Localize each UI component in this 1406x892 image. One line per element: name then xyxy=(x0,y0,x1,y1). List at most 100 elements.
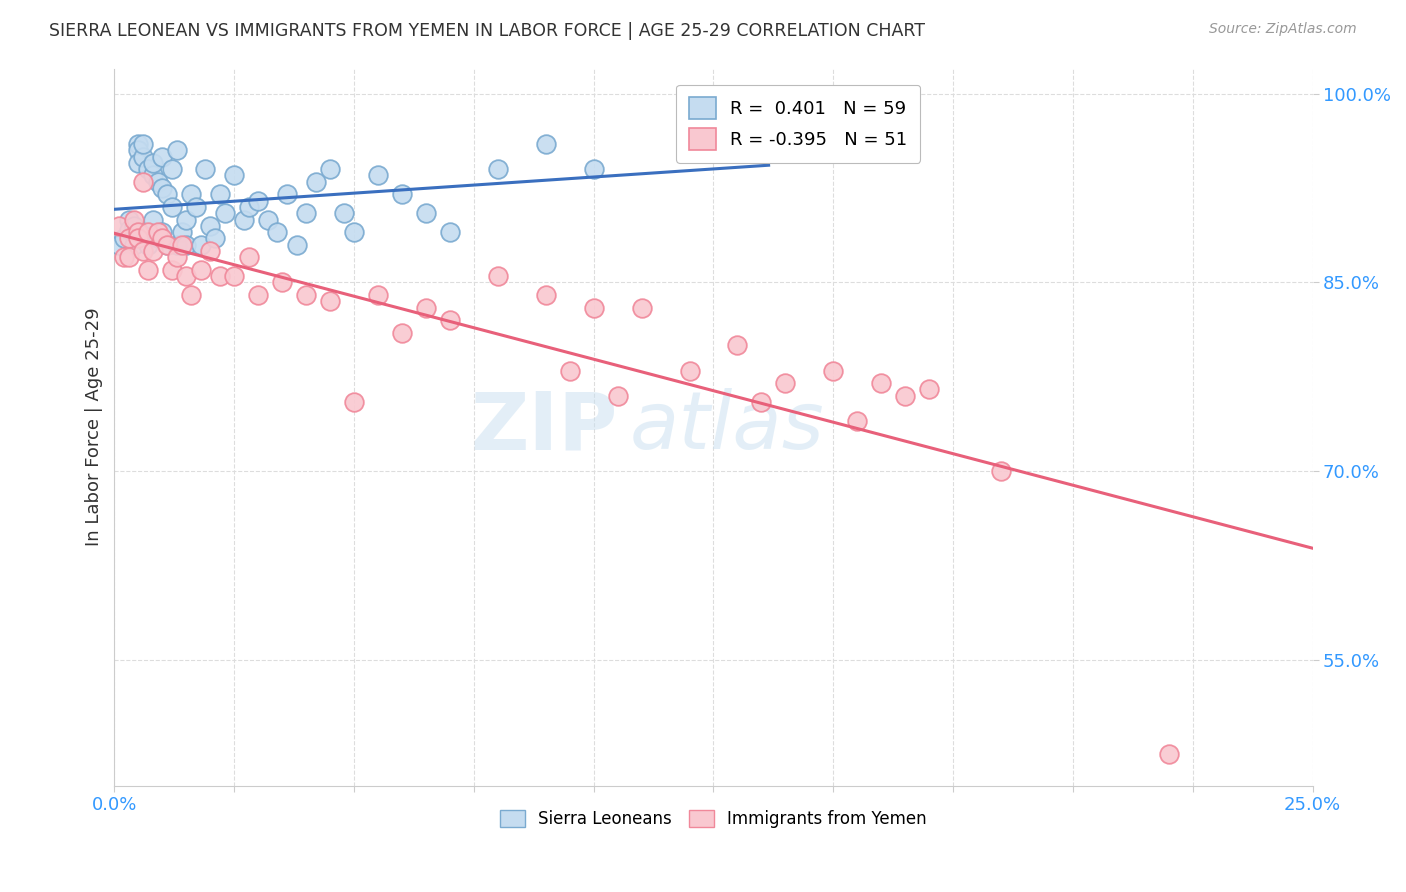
Point xyxy=(190,237,212,252)
Point xyxy=(214,206,236,220)
Point xyxy=(343,395,366,409)
Point xyxy=(295,206,318,220)
Point xyxy=(184,200,207,214)
Point xyxy=(276,187,298,202)
Point xyxy=(160,200,183,214)
Point xyxy=(127,144,149,158)
Point xyxy=(146,231,169,245)
Point xyxy=(132,150,155,164)
Point xyxy=(391,187,413,202)
Point xyxy=(194,162,217,177)
Point xyxy=(112,250,135,264)
Point xyxy=(142,156,165,170)
Point xyxy=(112,231,135,245)
Point xyxy=(122,212,145,227)
Point xyxy=(534,288,557,302)
Point xyxy=(176,237,198,252)
Point xyxy=(127,225,149,239)
Point xyxy=(271,276,294,290)
Point xyxy=(630,301,652,315)
Text: Source: ZipAtlas.com: Source: ZipAtlas.com xyxy=(1209,22,1357,37)
Point xyxy=(156,187,179,202)
Point xyxy=(256,212,278,227)
Point xyxy=(439,225,461,239)
Point xyxy=(142,169,165,183)
Point xyxy=(415,301,437,315)
Point xyxy=(751,395,773,409)
Point xyxy=(247,194,270,208)
Point xyxy=(343,225,366,239)
Legend: Sierra Leoneans, Immigrants from Yemen: Sierra Leoneans, Immigrants from Yemen xyxy=(494,804,934,835)
Point xyxy=(295,288,318,302)
Point xyxy=(894,389,917,403)
Point xyxy=(534,136,557,151)
Point xyxy=(823,363,845,377)
Point xyxy=(156,237,179,252)
Point xyxy=(486,162,509,177)
Point xyxy=(176,269,198,284)
Point xyxy=(166,237,188,252)
Point xyxy=(870,376,893,390)
Point xyxy=(200,244,222,258)
Point xyxy=(678,363,700,377)
Point xyxy=(122,237,145,252)
Point xyxy=(232,212,254,227)
Point xyxy=(127,231,149,245)
Point xyxy=(150,225,173,239)
Point xyxy=(136,237,159,252)
Y-axis label: In Labor Force | Age 25-29: In Labor Force | Age 25-29 xyxy=(86,308,103,547)
Point xyxy=(150,181,173,195)
Point xyxy=(918,383,941,397)
Point xyxy=(727,124,749,138)
Point xyxy=(166,144,188,158)
Point xyxy=(118,222,141,236)
Point xyxy=(224,269,246,284)
Point xyxy=(319,294,342,309)
Point xyxy=(582,301,605,315)
Point xyxy=(150,231,173,245)
Point xyxy=(118,231,141,245)
Point xyxy=(204,231,226,245)
Point xyxy=(266,225,288,239)
Point xyxy=(180,288,202,302)
Point xyxy=(118,212,141,227)
Point xyxy=(108,237,131,252)
Point xyxy=(846,414,869,428)
Point xyxy=(775,376,797,390)
Text: atlas: atlas xyxy=(630,388,824,467)
Point xyxy=(247,288,270,302)
Point xyxy=(122,219,145,233)
Point xyxy=(367,288,389,302)
Point xyxy=(1157,747,1180,762)
Point xyxy=(990,464,1012,478)
Point xyxy=(415,206,437,220)
Point xyxy=(367,169,389,183)
Point xyxy=(132,244,155,258)
Point xyxy=(208,269,231,284)
Point xyxy=(108,219,131,233)
Point xyxy=(132,175,155,189)
Point xyxy=(606,389,628,403)
Point xyxy=(142,244,165,258)
Point xyxy=(439,313,461,327)
Point xyxy=(176,212,198,227)
Point xyxy=(127,156,149,170)
Point xyxy=(486,269,509,284)
Point xyxy=(319,162,342,177)
Point xyxy=(118,250,141,264)
Point xyxy=(224,169,246,183)
Point xyxy=(127,136,149,151)
Point xyxy=(142,212,165,227)
Point xyxy=(190,263,212,277)
Point xyxy=(238,200,260,214)
Text: ZIP: ZIP xyxy=(471,388,617,467)
Point xyxy=(160,263,183,277)
Point xyxy=(132,136,155,151)
Point xyxy=(170,225,193,239)
Point xyxy=(180,187,202,202)
Point xyxy=(391,326,413,340)
Point xyxy=(208,187,231,202)
Point xyxy=(166,250,188,264)
Point xyxy=(285,237,308,252)
Point xyxy=(150,150,173,164)
